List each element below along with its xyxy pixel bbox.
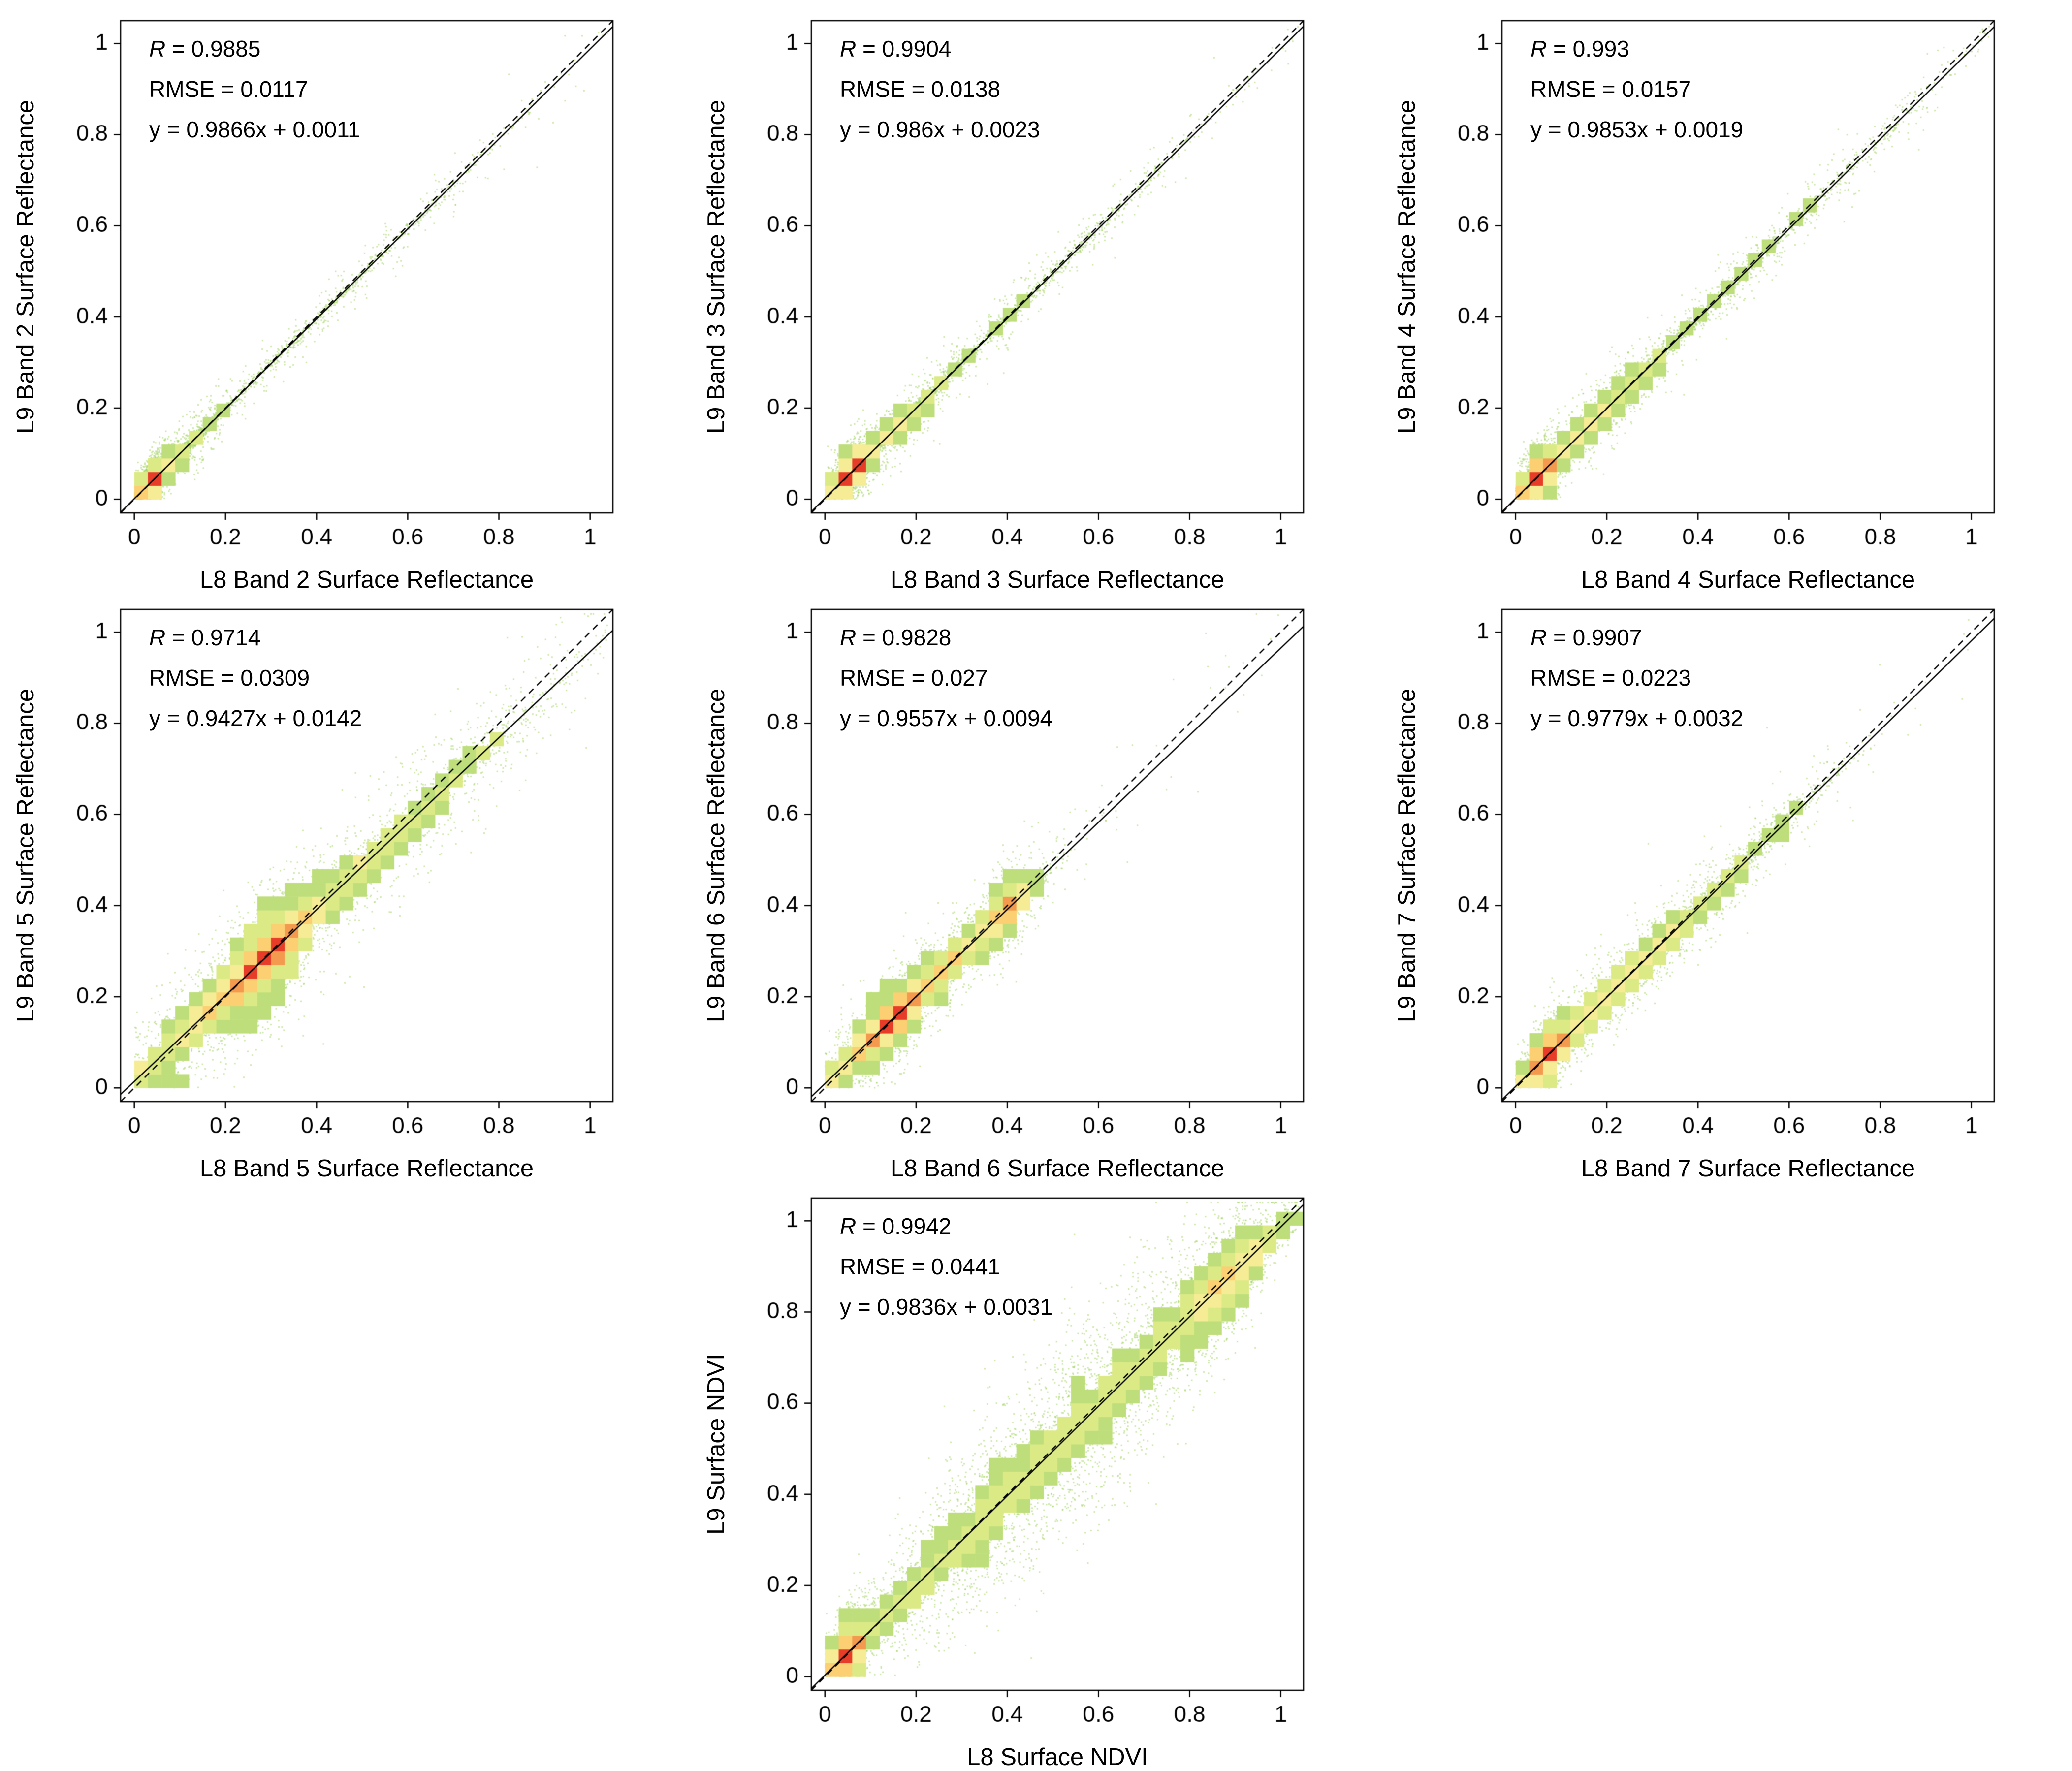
- stats-annotation: R = 0.9942 RMSE = 0.0441 y = 0.9836x + 0…: [840, 1206, 1052, 1327]
- y-axis-label: L9 Surface NDVI: [703, 1354, 730, 1535]
- plot-area: R = 0.9885 RMSE = 0.0117 y = 0.9866x + 0…: [64, 6, 645, 565]
- stats-annotation: R = 0.9885 RMSE = 0.0117 y = 0.9866x + 0…: [149, 29, 360, 150]
- scatter-canvas: [1445, 6, 2026, 565]
- x-axis-label: L8 Band 3 Surface Reflectance: [890, 567, 1225, 593]
- y-axis-label: L9 Band 2 Surface Reflectance: [12, 99, 39, 434]
- plot-area: R = 0.9714 RMSE = 0.0309 y = 0.9427x + 0…: [64, 595, 645, 1153]
- fit-equation: y = 0.9779x + 0.0032: [1530, 705, 1744, 731]
- r-value: R = 0.9907: [1530, 625, 1642, 650]
- fit-equation: y = 0.9557x + 0.0094: [840, 705, 1053, 731]
- plot-area: R = 0.9942 RMSE = 0.0441 y = 0.9836x + 0…: [755, 1183, 1336, 1742]
- rmse-value: RMSE = 0.0223: [1530, 665, 1691, 691]
- plot-area: R = 0.9907 RMSE = 0.0223 y = 0.9779x + 0…: [1445, 595, 2026, 1153]
- chart-band4: L9 Band 4 Surface Reflectance R = 0.993 …: [1381, 4, 2072, 593]
- scatter-canvas: [755, 6, 1336, 565]
- r-value: R = 0.9942: [840, 1213, 952, 1239]
- r-value: R = 0.9885: [149, 36, 261, 62]
- fit-equation: y = 0.986x + 0.0023: [840, 117, 1040, 142]
- x-axis-label: L8 Band 4 Surface Reflectance: [1581, 567, 1915, 593]
- scatter-canvas: [64, 6, 645, 565]
- stats-annotation: R = 0.9904 RMSE = 0.0138 y = 0.986x + 0.…: [840, 29, 1040, 150]
- chart-band2: L9 Band 2 Surface Reflectance R = 0.9885…: [0, 4, 691, 593]
- chart-ndvi: L9 Surface NDVI R = 0.9942 RMSE = 0.0441…: [691, 1181, 1381, 1771]
- rmse-value: RMSE = 0.0138: [840, 76, 1001, 102]
- chart-band6: L9 Band 6 Surface Reflectance R = 0.9828…: [691, 593, 1381, 1182]
- fit-equation: y = 0.9427x + 0.0142: [149, 705, 362, 731]
- r-value: R = 0.9828: [840, 625, 952, 650]
- y-axis-label: L9 Band 4 Surface Reflectance: [1394, 99, 1420, 434]
- fit-equation: y = 0.9836x + 0.0031: [840, 1294, 1053, 1320]
- r-value: R = 0.993: [1530, 36, 1629, 62]
- plot-area: R = 0.993 RMSE = 0.0157 y = 0.9853x + 0.…: [1445, 6, 2026, 565]
- chart-band3: L9 Band 3 Surface Reflectance R = 0.9904…: [691, 4, 1381, 593]
- scatter-canvas: [64, 595, 645, 1153]
- x-axis-label: L8 Surface NDVI: [967, 1744, 1148, 1771]
- chart-band5: L9 Band 5 Surface Reflectance R = 0.9714…: [0, 593, 691, 1182]
- rmse-value: RMSE = 0.027: [840, 665, 988, 691]
- stats-annotation: R = 0.9907 RMSE = 0.0223 y = 0.9779x + 0…: [1530, 617, 1743, 738]
- x-axis-label: L8 Band 7 Surface Reflectance: [1581, 1155, 1915, 1182]
- x-axis-label: L8 Band 6 Surface Reflectance: [890, 1155, 1225, 1182]
- x-axis-label: L8 Band 5 Surface Reflectance: [199, 1155, 534, 1182]
- y-axis-label: L9 Band 5 Surface Reflectance: [12, 688, 39, 1023]
- chart-band7: L9 Band 7 Surface Reflectance R = 0.9907…: [1381, 593, 2072, 1182]
- y-axis-label: L9 Band 7 Surface Reflectance: [1394, 688, 1420, 1023]
- fit-equation: y = 0.9853x + 0.0019: [1530, 117, 1744, 142]
- r-value: R = 0.9714: [149, 625, 261, 650]
- scatter-canvas: [1445, 595, 2026, 1153]
- plot-area: R = 0.9828 RMSE = 0.027 y = 0.9557x + 0.…: [755, 595, 1336, 1153]
- fit-equation: y = 0.9866x + 0.0011: [149, 117, 360, 142]
- x-axis-label: L8 Band 2 Surface Reflectance: [199, 567, 534, 593]
- rmse-value: RMSE = 0.0157: [1530, 76, 1691, 102]
- stats-annotation: R = 0.993 RMSE = 0.0157 y = 0.9853x + 0.…: [1530, 29, 1743, 150]
- scatter-canvas: [755, 1183, 1336, 1742]
- rmse-value: RMSE = 0.0441: [840, 1254, 1001, 1279]
- y-axis-label: L9 Band 6 Surface Reflectance: [703, 688, 730, 1023]
- plot-area: R = 0.9904 RMSE = 0.0138 y = 0.986x + 0.…: [755, 6, 1336, 565]
- stats-annotation: R = 0.9714 RMSE = 0.0309 y = 0.9427x + 0…: [149, 617, 362, 738]
- scatter-canvas: [755, 595, 1336, 1153]
- rmse-value: RMSE = 0.0309: [149, 665, 310, 691]
- r-value: R = 0.9904: [840, 36, 952, 62]
- y-axis-label: L9 Band 3 Surface Reflectance: [703, 99, 730, 434]
- rmse-value: RMSE = 0.0117: [149, 76, 308, 102]
- stats-annotation: R = 0.9828 RMSE = 0.027 y = 0.9557x + 0.…: [840, 617, 1052, 738]
